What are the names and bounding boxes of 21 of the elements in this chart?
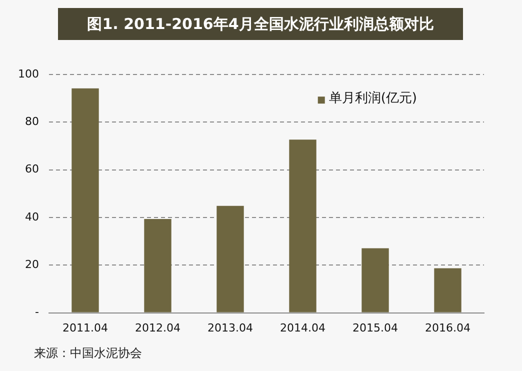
y-tick-label: - xyxy=(35,306,40,319)
y-tick-label: 60 xyxy=(24,162,39,176)
bar xyxy=(72,88,99,312)
legend-label: 单月利润(亿元) xyxy=(328,90,418,106)
y-tick-label: 100 xyxy=(18,67,39,80)
chart-title: 图1. 2011-2016年4月全国水泥行业利润总额对比 xyxy=(58,8,463,40)
source-note: 来源：中国水泥协会 xyxy=(34,345,142,362)
x-tick-label: 2015.04 xyxy=(352,321,398,334)
x-tick-label: 2011.04 xyxy=(62,321,108,334)
bar xyxy=(216,206,244,312)
y-tick-label: 20 xyxy=(24,258,39,272)
bar xyxy=(362,248,389,312)
y-tick-label: 40 xyxy=(24,210,39,224)
bar xyxy=(434,268,462,312)
x-tick-label: 2012.04 xyxy=(134,321,180,334)
x-tick-label: 2014.04 xyxy=(280,321,326,334)
x-tick-label: 2013.04 xyxy=(207,321,253,334)
x-tick-label: 2016.04 xyxy=(425,321,470,334)
bar xyxy=(289,140,316,312)
y-tick-label: 80 xyxy=(24,115,39,128)
bar xyxy=(144,218,172,312)
